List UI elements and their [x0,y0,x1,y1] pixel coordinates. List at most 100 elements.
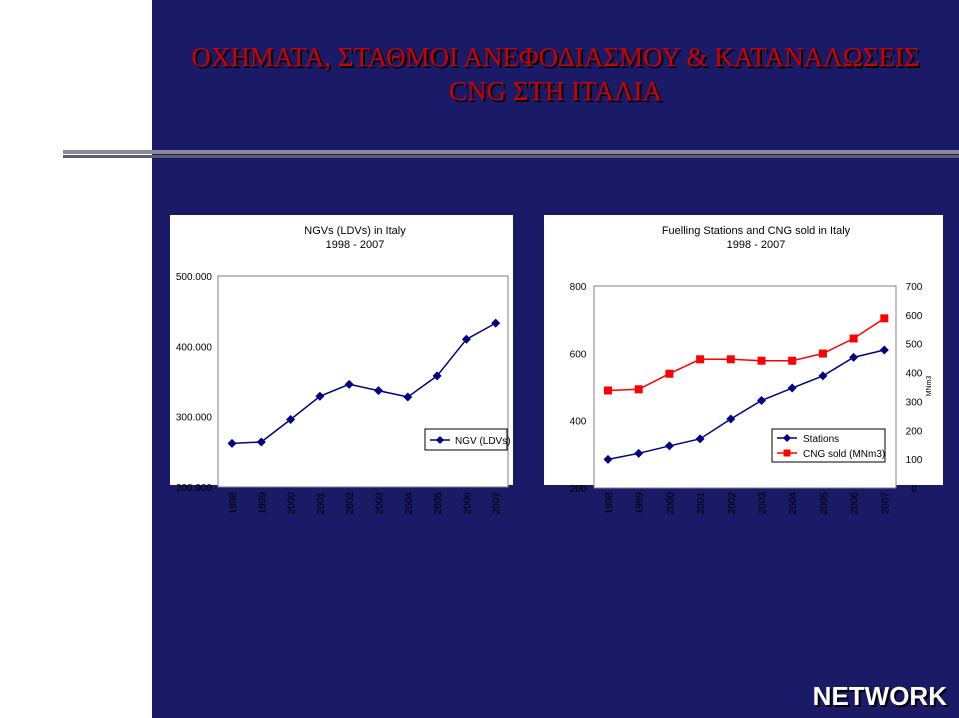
chart-stations-series [603,314,889,464]
chart-ngv-y-tick-label: 200.000 [176,483,213,494]
chart-stations-legend-box [771,428,886,463]
chart-stations-x-tick-label: 2005 [819,492,830,515]
chart-ngv-x-tick-label: 2007 [492,492,503,515]
chart-stations-legend: Stations CNG sold (MNm3) [771,428,886,463]
chart-stations-x-tick-label: 2000 [665,492,676,515]
chart-stations-y-right-tick-label: 600 [906,311,923,322]
chart-ngv-legend-label: NGV (LDVs) [455,436,511,447]
chart-ngv-title-line1: NGVs (LDVs) in Italy [304,225,406,237]
chart-stations-series-line-2 [607,317,885,392]
footer-network-logo: NETWORK [812,681,947,711]
chart-stations-cng-point [757,356,766,365]
chart-stations-y-left-tick-label: 400 [570,417,587,428]
chart-stations-x-tick-label: 1998 [604,492,615,515]
chart-stations-cng-point [849,334,858,343]
chart-stations-station-point [726,414,736,424]
chart-ngv-x-tick-label: 2001 [316,492,327,515]
chart-ngv-point [256,437,266,447]
chart-ngv-point [344,379,354,389]
chart-stations-y-right-tick-label: 500 [906,340,923,351]
chart-stations-title-line1: Fuelling Stations and CNG sold in Italy [662,225,851,237]
chart-stations-station-point [879,345,889,355]
chart-ngv-x-tick-label: 2005 [433,492,444,515]
chart-stations-station-point [818,371,828,381]
chart-stations-y-axis-right: 0 100 200 300 400 500 600 700 [906,282,923,495]
chart-stations-y-right-tick-label: 100 [906,455,923,466]
chart-stations-y-right-tick-label: 0 [911,484,917,495]
chart-stations-legend-marker-1 [783,434,791,442]
chart-stations-cng-point [696,355,705,364]
chart-stations-legend-label-1: Stations [803,434,839,445]
chart-ngv-x-tick-label: 2003 [375,492,386,515]
chart-ngv-x-axis: 1998 1999 2000 2001 2002 2003 2004 2005 2006 2007 [228,492,503,515]
chart-stations-y-right-tick-label: 700 [906,282,923,293]
chart-ngv-series [227,318,501,448]
chart-stations-x-tick-label: 2002 [727,492,738,515]
chart-ngv-y-axis: 200.000 300.000 400.000 500.000 [176,272,213,494]
slide-title-line2: CNG ΣΤΗ ΙΤΑΛΙΑ [448,76,663,106]
slide-title: ΟΧΗΜΑΤΑ, ΣΤΑΘΜΟΙ ΑΝΕΦΟΔΙΑΣΜΟΥ & ΚΑΤΑΝΑΛΩ… [152,40,959,108]
chart-ngv-x-tick-label: 1999 [257,492,268,515]
chart-ngv-legend-marker [436,436,444,444]
chart-ngv-legend: NGV (LDVs) [424,428,511,451]
chart-ngv-x-tick-label: 1998 [228,492,239,515]
chart-stations-station-point [664,441,674,451]
chart-stations-cng-point [665,369,674,378]
chart-ngv-x-tick-label: 2002 [345,492,356,515]
chart-ngv-y-tick-label: 500.000 [176,272,213,283]
chart-ngv-point [227,438,237,448]
chart-stations-x-tick-label: 2006 [850,492,861,515]
chart-ngv-point [286,414,296,424]
chart-ngv-title-line2: 1998 - 2007 [326,239,385,251]
chart-stations-y-left-tick-label: 800 [570,282,587,293]
chart-ngv-x-tick-label: 2004 [404,492,415,515]
chart-stations-y-right-label: MNm3 [926,376,933,397]
chart-stations-y-left-tick-label: 200 [570,484,587,495]
chart-ngv-point [403,392,413,402]
chart-stations-x-tick-label: 2001 [696,492,707,515]
title-divider [63,150,959,160]
chart-ngv-point [432,371,442,381]
chart-stations-station-point [757,395,766,405]
chart-stations: Fuelling Stations and CNG sold in Italy … [544,215,943,514]
chart-stations-station-point [695,434,705,444]
chart-stations-cng-point [634,385,643,394]
chart-ngv-x-tick-label: 2006 [462,492,473,515]
chart-stations-cng-point [726,355,735,364]
chart-stations-y-axis-left: 200 400 600 800 [570,282,587,495]
chart-ngv-x-tick-label: 2000 [287,492,298,515]
chart-stations-y-right-tick-label: 200 [906,426,923,437]
chart-stations-x-tick-label: 2004 [788,492,799,515]
chart-ngv-series-line [231,322,497,445]
chart-stations-legend-marker-2 [783,449,791,457]
chart-ngv-y-tick-label: 400.000 [176,342,213,353]
chart-ngv-y-tick-label: 300.000 [176,413,213,424]
chart-stations-cng-point [604,386,612,395]
chart-ngv-point [461,334,471,344]
chart-stations-y-left-tick-label: 600 [570,349,587,360]
chart-stations-x-tick-label: 2007 [880,492,891,515]
chart-stations-station-point [603,454,613,464]
chart-ngv-point [374,386,383,396]
chart-stations-series-line-1 [607,349,885,461]
chart-stations-x-tick-label: 1999 [635,492,646,515]
chart-stations-station-point [634,448,644,458]
chart-stations-cng-point [818,349,827,358]
chart-stations-cng-point [788,356,797,365]
slide-title-line1: ΟΧΗΜΑΤΑ, ΣΤΑΘΜΟΙ ΑΝΕΦΟΔΙΑΣΜΟΥ & ΚΑΤΑΝΑΛΩ… [191,42,920,72]
chart-stations-cng-point [880,314,889,323]
divider-bar-top [63,150,959,154]
chart-stations-legend-label-2: CNG sold (MNm3) [803,449,885,460]
chart-ngv-legend-box [424,428,508,451]
chart-stations-y-right-tick-label: 300 [906,397,923,408]
chart-ngv-plot-area [217,275,509,488]
chart-stations-x-tick-label: 2003 [758,492,769,515]
chart-stations-station-point [849,352,859,362]
divider-bar-bottom [63,155,959,158]
chart-ngv-point [315,391,325,401]
chart-stations-station-point [787,383,797,393]
chart-stations-y-right-tick-label: 400 [906,369,923,380]
chart-stations-x-axis: 1998 1999 2000 2001 2002 2003 2004 2005 2006 2007 [604,492,891,515]
chart-ngv: NGVs (LDVs) in Italy 1998 - 2007 200.000… [170,215,513,514]
